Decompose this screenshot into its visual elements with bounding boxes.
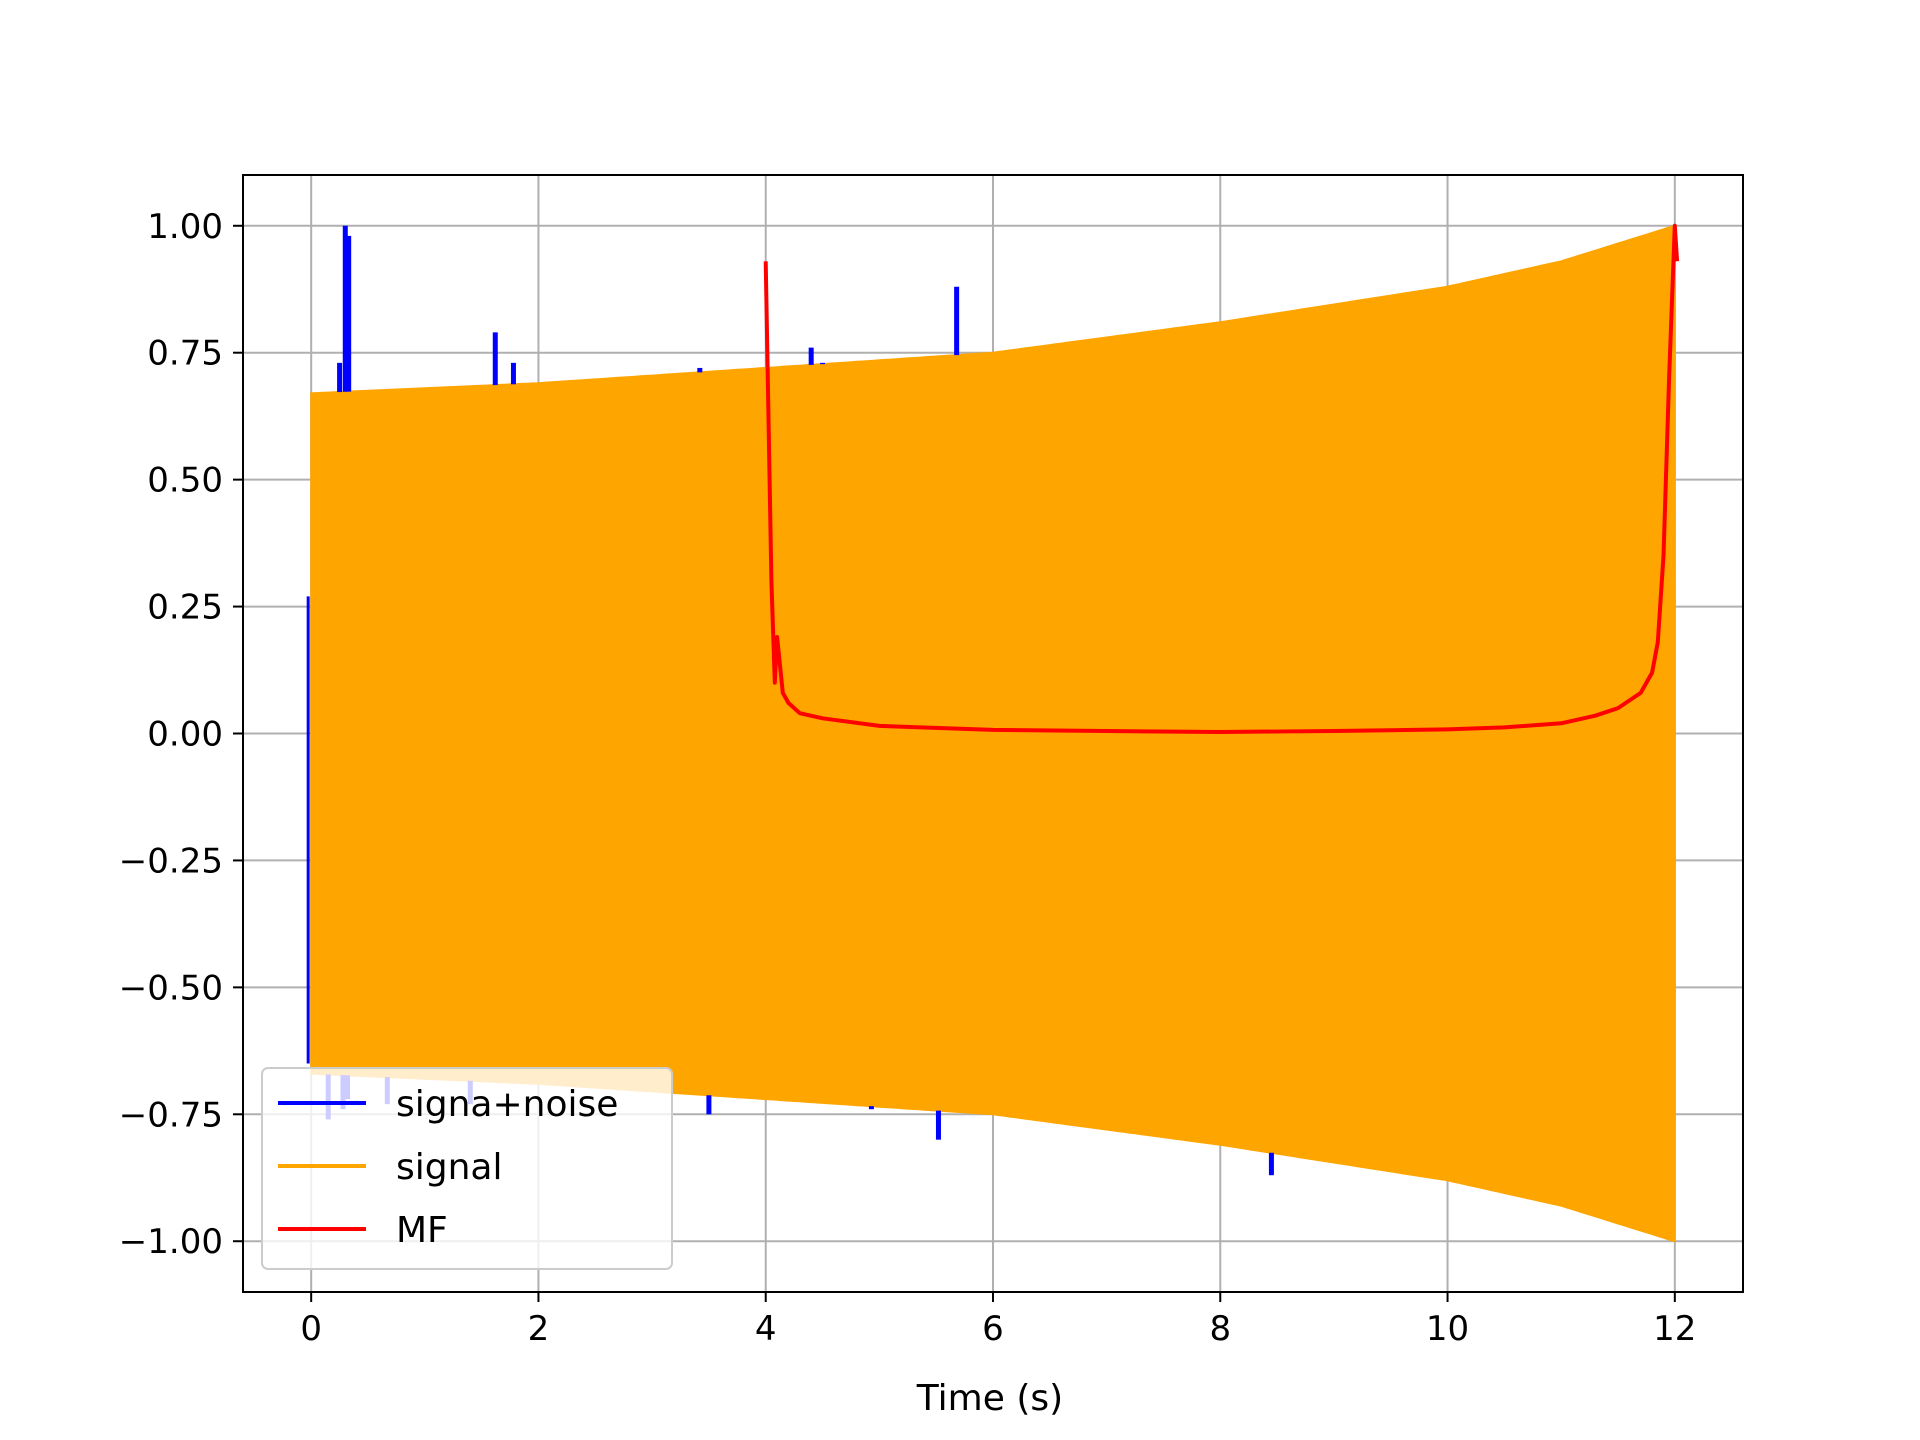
y-tick-label: −0.75: [119, 1095, 223, 1135]
y-tick-label: −1.00: [119, 1222, 223, 1262]
x-tick-label: 10: [1426, 1309, 1469, 1349]
mf-layer: [763, 223, 1680, 734]
noise-layer: [306, 225, 1274, 1176]
x-tick-label: 0: [300, 1309, 322, 1349]
x-tick-label: 4: [755, 1309, 777, 1349]
y-tick-label: −0.50: [119, 968, 223, 1008]
y-tick-label: 0.75: [147, 334, 223, 374]
legend-label-signal: signal: [396, 1147, 503, 1188]
x-axis-label: Time (s): [916, 1378, 1063, 1419]
ticks: 0 2 4 6 8 10 12 1.00 0.75 0.50 0.25 0.00 −0.25 −0.50 −…: [119, 207, 1697, 1349]
x-tick-label: 6: [982, 1309, 1004, 1349]
legend: signa+noise signal MF: [261, 1067, 673, 1270]
x-tick-label: 2: [528, 1309, 550, 1349]
y-tick-label: 0.00: [147, 715, 223, 755]
legend-label-mf: MF: [396, 1210, 448, 1251]
y-tick-label: −0.25: [119, 841, 223, 881]
legend-box: [261, 1067, 673, 1270]
y-tick-label: 1.00: [147, 207, 223, 247]
legend-label-signal-noise: signa+noise: [396, 1084, 618, 1125]
y-tick-label: 0.50: [147, 461, 223, 501]
x-tick-label: 8: [1209, 1309, 1231, 1349]
y-tick-label: 0.25: [147, 588, 223, 628]
mf-series: [763, 223, 1680, 734]
x-tick-label: 12: [1653, 1309, 1696, 1349]
